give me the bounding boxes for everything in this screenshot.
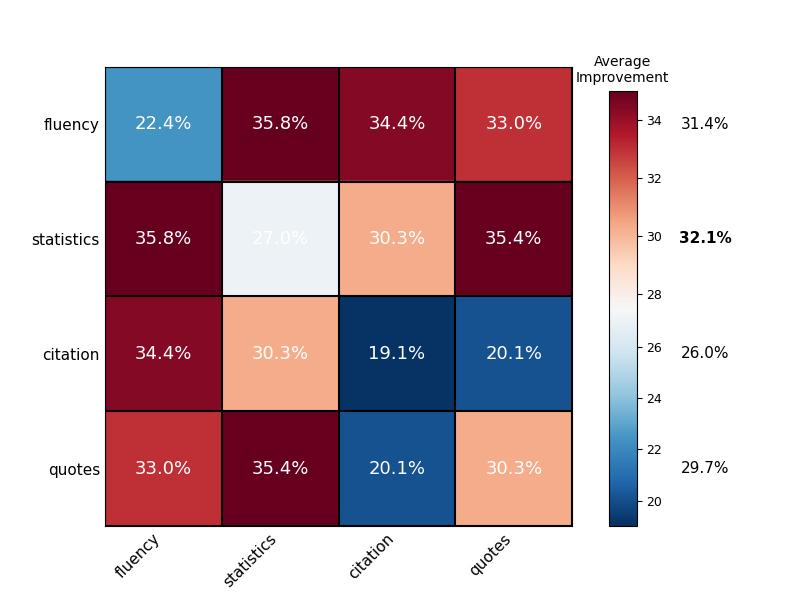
Bar <box>455 411 572 526</box>
Bar <box>339 182 455 296</box>
Text: 22.4%: 22.4% <box>135 115 192 133</box>
Title: Average
Improvement: Average Improvement <box>576 55 669 85</box>
Bar <box>222 411 339 526</box>
Text: 34.4%: 34.4% <box>135 345 192 363</box>
Text: 30.3%: 30.3% <box>485 460 542 478</box>
Bar <box>339 296 455 411</box>
Text: 33.0%: 33.0% <box>135 460 192 478</box>
Bar <box>455 296 572 411</box>
Text: 35.4%: 35.4% <box>485 230 542 248</box>
Text: 32.1%: 32.1% <box>679 232 732 246</box>
Bar <box>455 182 572 296</box>
Text: 35.4%: 35.4% <box>251 460 309 478</box>
Bar <box>105 296 222 411</box>
Bar <box>222 182 339 296</box>
Text: 29.7%: 29.7% <box>681 462 729 476</box>
Text: 20.1%: 20.1% <box>485 345 542 363</box>
Bar <box>105 67 222 182</box>
Bar <box>105 182 222 296</box>
Bar <box>455 67 572 182</box>
Text: 34.4%: 34.4% <box>368 115 426 133</box>
Text: 30.3%: 30.3% <box>251 345 309 363</box>
Text: 33.0%: 33.0% <box>485 115 542 133</box>
Bar <box>105 411 222 526</box>
Text: 20.1%: 20.1% <box>368 460 426 478</box>
Bar <box>339 67 455 182</box>
Bar <box>222 67 339 182</box>
Bar <box>222 296 339 411</box>
Text: 26.0%: 26.0% <box>681 347 729 361</box>
Text: 35.8%: 35.8% <box>251 115 309 133</box>
Text: 35.8%: 35.8% <box>135 230 192 248</box>
Text: 30.3%: 30.3% <box>368 230 426 248</box>
Text: 27.0%: 27.0% <box>251 230 309 248</box>
Bar <box>339 411 455 526</box>
Text: 31.4%: 31.4% <box>681 117 729 131</box>
Text: 19.1%: 19.1% <box>368 345 426 363</box>
